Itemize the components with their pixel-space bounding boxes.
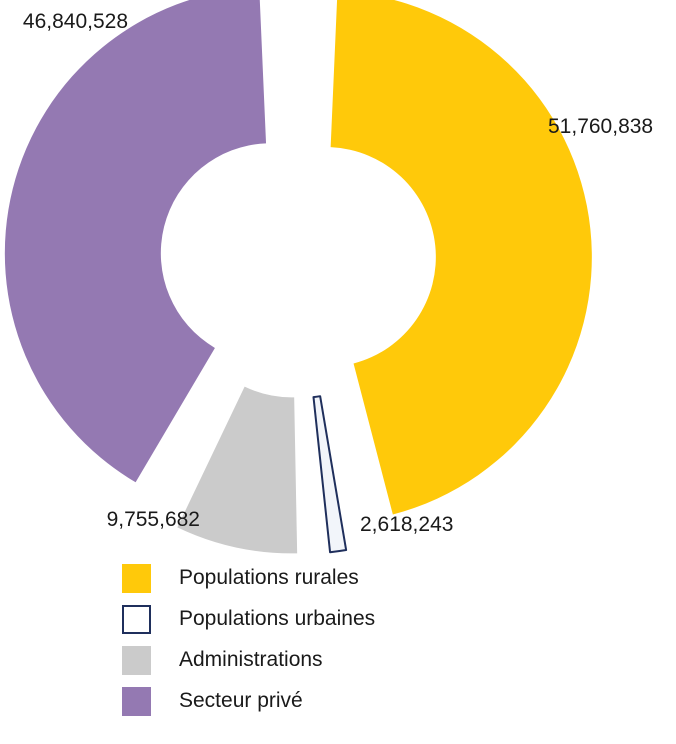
value-label-urban: 2,618,243 [360,513,453,536]
legend-item-rural: Populations rurales [122,563,375,593]
legend-swatch-urban [122,604,151,634]
slice-administrations [177,386,298,554]
chart-legend: Populations rurales Populations urbaines… [122,563,376,730]
chart-value-labels: 51,760,838 2,618,243 9,755,682 46,840,528 [23,10,653,536]
legend-item-administrations: Administrations [122,645,375,675]
legend-swatch-private [122,686,151,716]
legend-label-administrations: Administrations [179,648,323,671]
legend-item-urban: Populations urbaines [122,604,376,634]
value-label-rural: 51,760,838 [548,115,653,138]
legend-label-private: Secteur privé [179,689,303,712]
legend-swatch-rural [122,563,151,593]
slice-urban [312,395,348,554]
legend-label-rural: Populations rurales [179,566,359,589]
value-label-private: 46,840,528 [23,10,128,33]
legend-swatch-administrations [122,645,151,675]
value-label-administrations: 9,755,682 [107,508,200,531]
slice-rural [330,0,592,515]
legend-item-private: Secteur privé [122,686,375,716]
legend-label-urban: Populations urbaines [179,607,376,630]
chart-slices [4,0,592,554]
slice-private [4,0,267,483]
